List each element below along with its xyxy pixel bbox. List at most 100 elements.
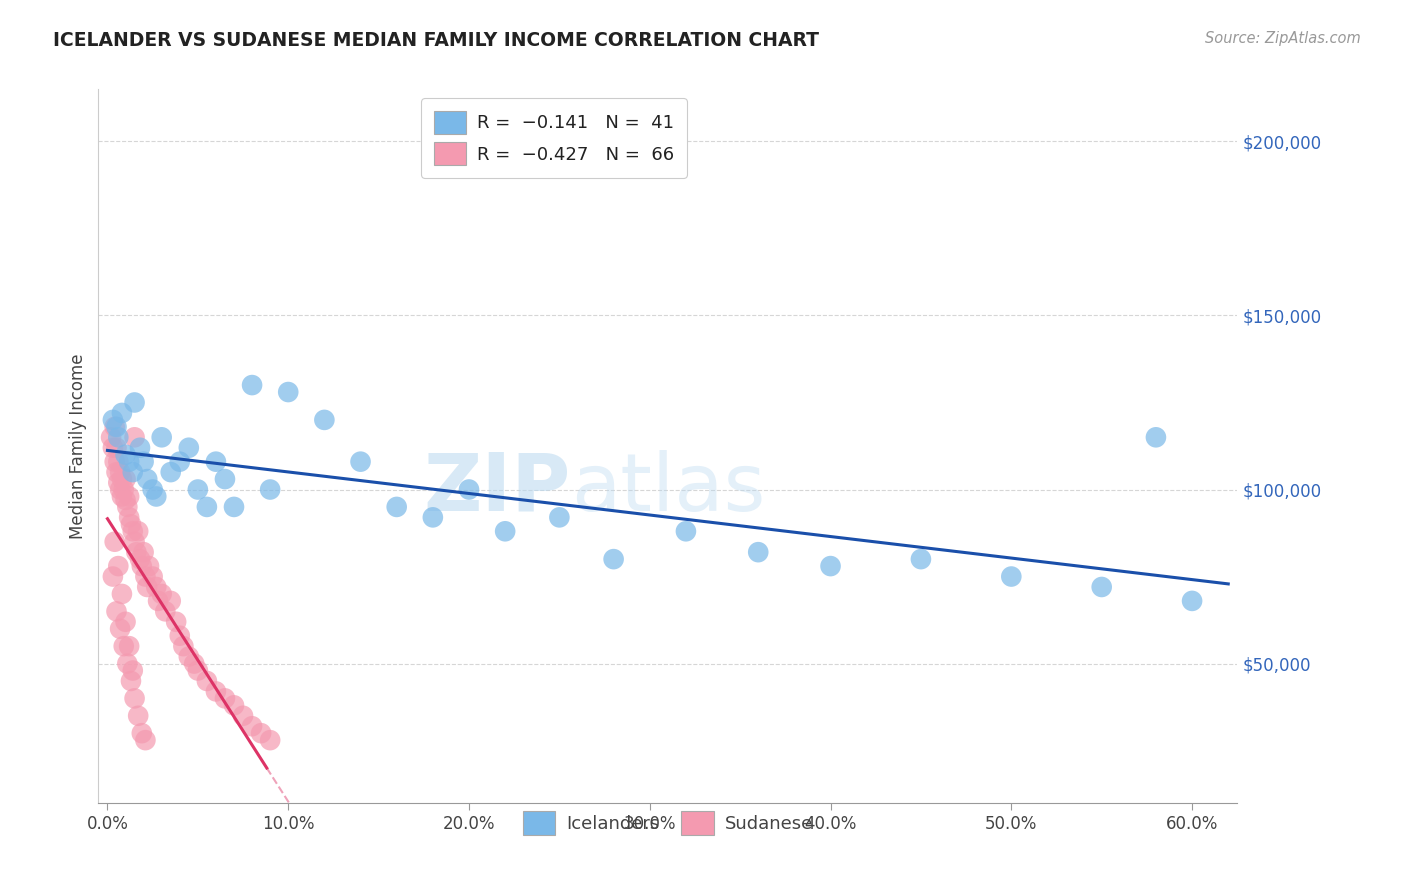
Point: [125, 545, 148, 559]
Point: [124, 534, 146, 549]
Point: [114, 492, 136, 507]
Point: [118, 639, 141, 653]
Point: [177, 441, 200, 455]
Point: [142, 569, 165, 583]
Point: [177, 649, 200, 664]
Point: [101, 569, 124, 583]
Point: [104, 534, 127, 549]
Point: [747, 545, 769, 559]
Point: [910, 552, 932, 566]
Point: [675, 524, 697, 539]
Point: [250, 726, 273, 740]
Point: [458, 483, 481, 497]
Point: [129, 552, 152, 566]
Point: [107, 559, 129, 574]
Point: [195, 673, 218, 688]
Point: [108, 622, 131, 636]
Point: [205, 684, 228, 698]
Point: [111, 587, 134, 601]
Point: [107, 455, 129, 469]
Point: [150, 430, 173, 444]
Point: [187, 483, 209, 497]
Point: [1144, 430, 1167, 444]
Point: [104, 420, 127, 434]
Point: [1000, 569, 1022, 583]
Point: [165, 615, 187, 629]
Point: [222, 698, 245, 713]
Point: [118, 490, 141, 504]
Point: [121, 465, 143, 479]
Point: [155, 604, 177, 618]
Point: [107, 475, 129, 490]
Point: [101, 413, 124, 427]
Point: [111, 490, 134, 504]
Point: [105, 604, 128, 618]
Point: [150, 587, 173, 601]
Point: [120, 673, 142, 688]
Point: [214, 691, 236, 706]
Point: [118, 455, 141, 469]
Point: [134, 733, 156, 747]
Point: [385, 500, 408, 514]
Point: [195, 500, 218, 514]
Point: [117, 657, 139, 671]
Point: [127, 708, 149, 723]
Text: Source: ZipAtlas.com: Source: ZipAtlas.com: [1205, 31, 1361, 46]
Point: [232, 708, 254, 723]
Point: [240, 719, 263, 733]
Point: [112, 483, 135, 497]
Point: [100, 430, 122, 444]
Point: [114, 472, 136, 486]
Point: [112, 639, 135, 653]
Point: [117, 500, 139, 514]
Point: [136, 580, 159, 594]
Point: [131, 559, 153, 574]
Text: atlas: atlas: [571, 450, 765, 528]
Point: [1091, 580, 1114, 594]
Point: [132, 545, 155, 559]
Point: [169, 629, 191, 643]
Point: [145, 580, 167, 594]
Point: [111, 472, 134, 486]
Point: [548, 510, 571, 524]
Point: [172, 639, 194, 653]
Text: ZIP: ZIP: [423, 450, 571, 528]
Point: [183, 657, 205, 671]
Point: [124, 430, 146, 444]
Text: ICELANDER VS SUDANESE MEDIAN FAMILY INCOME CORRELATION CHART: ICELANDER VS SUDANESE MEDIAN FAMILY INCO…: [53, 31, 820, 50]
Point: [214, 472, 236, 486]
Point: [132, 455, 155, 469]
Point: [259, 483, 281, 497]
Point: [101, 441, 124, 455]
Point: [222, 500, 245, 514]
Point: [259, 733, 281, 747]
Point: [107, 430, 129, 444]
Point: [114, 448, 136, 462]
Point: [277, 385, 299, 400]
Point: [111, 406, 134, 420]
Point: [136, 472, 159, 486]
Point: [142, 483, 165, 497]
Point: [108, 465, 131, 479]
Point: [105, 441, 128, 455]
Point: [118, 510, 141, 524]
Point: [105, 420, 128, 434]
Point: [314, 413, 336, 427]
Point: [145, 490, 167, 504]
Y-axis label: Median Family Income: Median Family Income: [69, 353, 87, 539]
Point: [146, 594, 169, 608]
Point: [602, 552, 624, 566]
Point: [108, 483, 131, 497]
Point: [134, 569, 156, 583]
Legend: Icelanders, Sudanese: Icelanders, Sudanese: [510, 799, 825, 847]
Point: [494, 524, 516, 539]
Point: [105, 465, 128, 479]
Point: [124, 691, 146, 706]
Point: [120, 517, 142, 532]
Point: [820, 559, 842, 574]
Point: [121, 664, 143, 678]
Point: [187, 664, 209, 678]
Point: [121, 524, 143, 539]
Point: [349, 455, 371, 469]
Point: [205, 455, 228, 469]
